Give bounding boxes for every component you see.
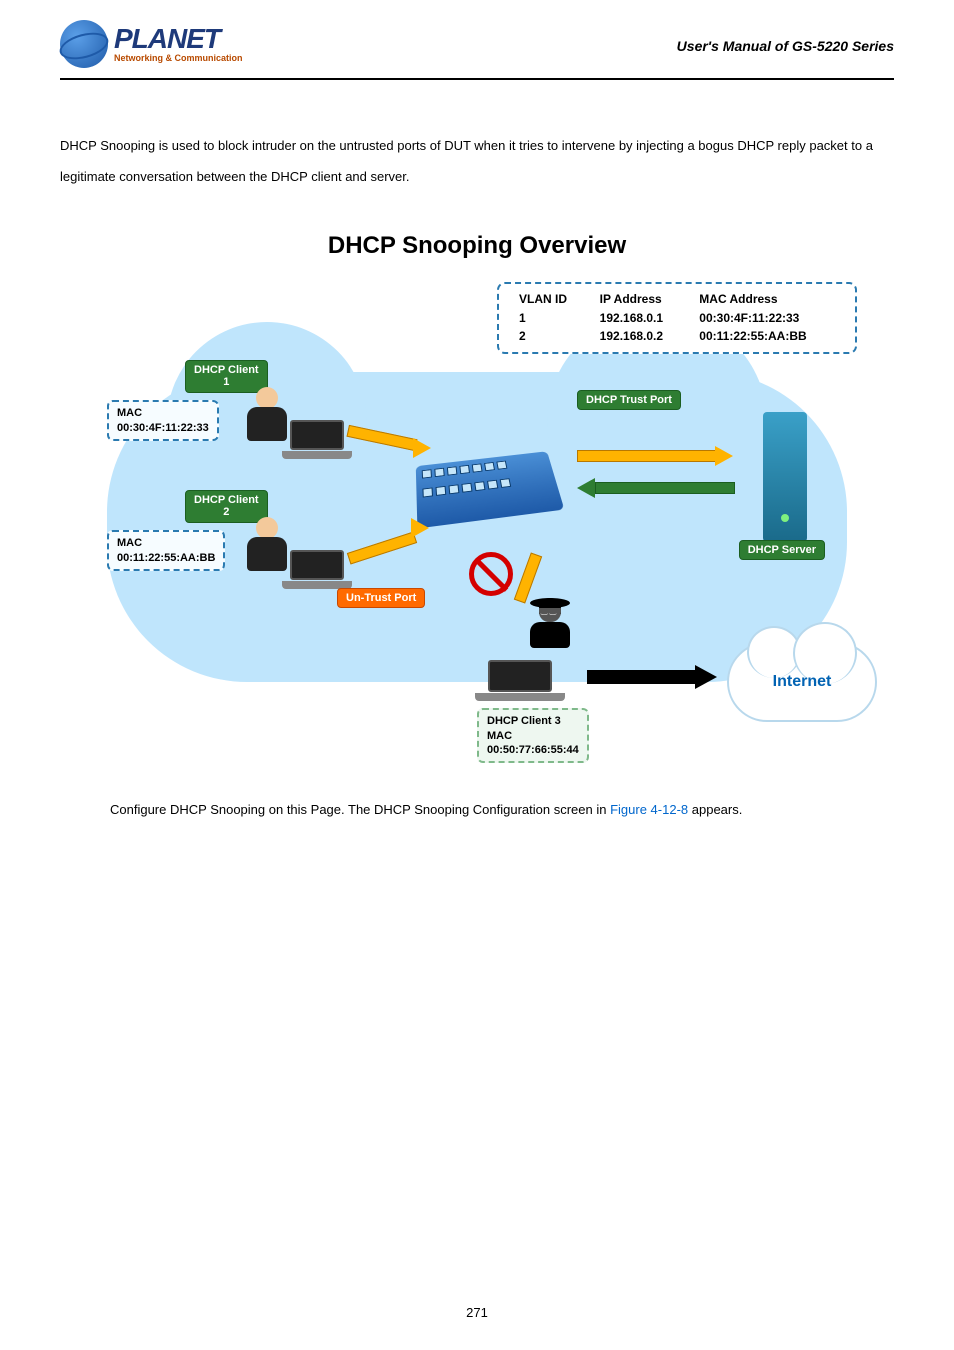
server-badge: DHCP Server: [739, 540, 825, 560]
hacker-laptop-icon: [475, 660, 565, 704]
logo: PLANET Networking & Communication: [60, 20, 243, 68]
trust-port-badge: DHCP Trust Port: [577, 390, 681, 410]
page-number: 271: [0, 1305, 954, 1320]
intro-paragraph: DHCP Snooping is used to block intruder …: [60, 130, 894, 192]
logo-globe-icon: [60, 20, 108, 68]
arrow-icon: [695, 665, 717, 689]
diagram-title: DHCP Snooping Overview: [87, 232, 867, 260]
client2-laptop-icon: [282, 550, 352, 590]
block-icon: [469, 552, 513, 596]
table-row: 2 192.168.0.2 00:11:22:55:AA:BB: [511, 328, 843, 344]
arrow-icon: [411, 518, 429, 538]
table-header-vlan: VLAN ID: [511, 290, 590, 308]
client1-mac-box: MAC 00:30:4F:11:22:33: [107, 400, 219, 441]
manual-title: User's Manual of GS-5220 Series: [677, 38, 894, 54]
arrow-icon: [715, 446, 733, 466]
header-divider: [60, 78, 894, 80]
arrow-icon: [587, 670, 697, 684]
logo-brand: PLANET: [114, 25, 243, 53]
logo-tagline: Networking & Communication: [114, 53, 243, 63]
diagram: DHCP Snooping Overview VLAN ID IP Addres…: [87, 232, 867, 772]
untrust-port-badge: Un-Trust Port: [337, 588, 425, 608]
table-header-mac: MAC Address: [691, 290, 843, 308]
arrow-icon: [577, 450, 717, 462]
caption: Configure DHCP Snooping on this Page. Th…: [60, 802, 894, 817]
figure-reference: Figure 4-12-8: [610, 802, 688, 817]
client1-laptop-icon: [282, 420, 352, 460]
client2-mac-box: MAC 00:11:22:55:AA:BB: [107, 530, 225, 571]
binding-table: VLAN ID IP Address MAC Address 1 192.168…: [497, 282, 857, 354]
table-row: 1 192.168.0.1 00:30:4F:11:22:33: [511, 310, 843, 326]
server-icon: [763, 412, 807, 542]
client3-mac-box: DHCP Client 3 MAC 00:50:77:66:55:44: [477, 708, 589, 763]
arrow-icon: [577, 478, 595, 498]
arrow-icon: [413, 438, 431, 458]
internet-cloud: Internet: [727, 642, 877, 722]
arrow-icon: [595, 482, 735, 494]
table-header-ip: IP Address: [592, 290, 690, 308]
